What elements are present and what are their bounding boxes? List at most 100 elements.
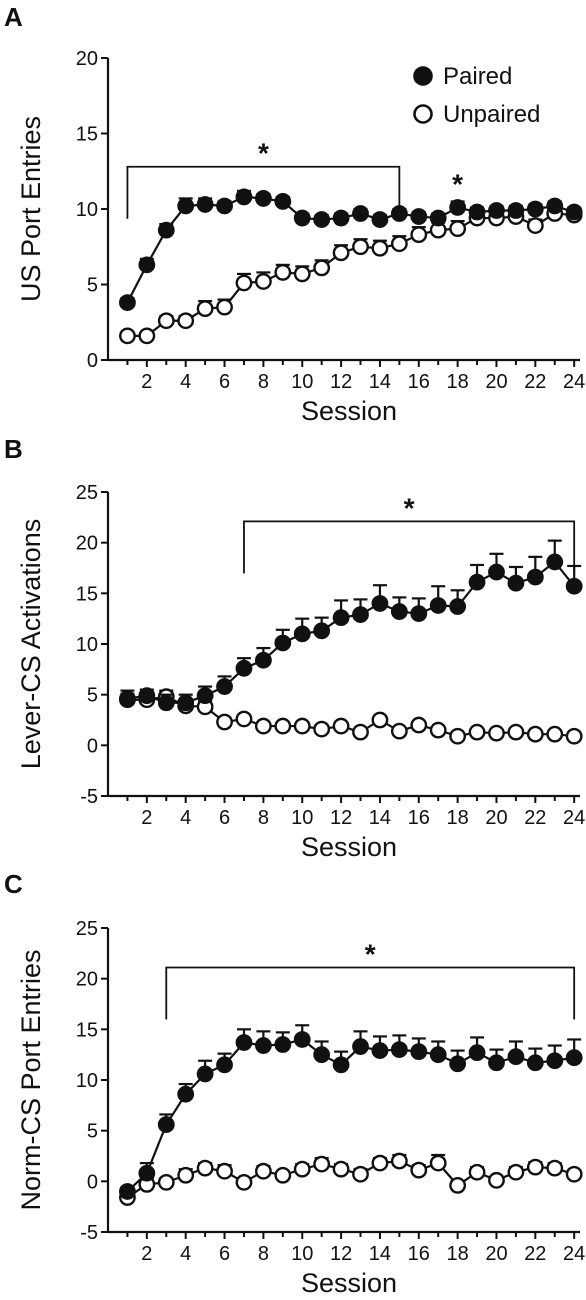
data-point-unpaired [313,1155,331,1173]
data-point-paired [449,1055,467,1073]
y-tick-label: 25 [76,482,98,504]
data-point-unpaired [352,723,369,741]
data-point-paired [371,595,389,612]
data-point-paired [488,563,505,581]
y-tick-label: 0 [87,350,98,372]
x-tick-label: 12 [330,371,352,393]
x-tick-label: 6 [219,371,230,393]
data-point-unpaired [546,725,564,743]
data-point-unpaired [507,723,525,741]
x-tick-label: 20 [485,807,507,829]
y-tick-label: 10 [76,199,98,221]
data-point-paired [352,1038,369,1055]
data-point-unpaired [293,1160,311,1178]
y-tick-label: 0 [87,1171,98,1193]
x-tick-label: 24 [563,1243,585,1265]
y-tick-label: 5 [87,685,98,707]
x-axis-title: Session [301,396,397,426]
x-tick-label: 10 [291,1243,313,1265]
data-point-paired [196,1065,214,1083]
x-tick-label: 20 [485,371,507,393]
data-point-unpaired [371,239,389,257]
x-tick-label: 6 [219,1243,230,1265]
data-point-unpaired [254,717,272,735]
data-point-unpaired [352,1165,369,1183]
data-point-unpaired [546,1159,564,1177]
data-point-paired [119,294,136,312]
data-point-unpaired [157,1173,175,1191]
significance-bracket: * [243,492,576,574]
data-point-paired [565,203,583,221]
x-tick-label: 6 [219,807,230,829]
data-point-paired [254,190,272,207]
data-point-unpaired [313,720,331,738]
legend-label: Paired [443,63,512,90]
series-line [126,1159,575,1199]
data-point-unpaired [216,713,233,731]
data-point-paired [507,1048,525,1066]
y-tick-label: 20 [76,48,98,70]
series-paired [119,539,583,712]
data-point-paired [488,202,505,219]
data-point-paired [526,568,544,586]
x-tick-label: 16 [408,371,430,393]
x-tick-label: 20 [485,1243,507,1265]
x-tick-label: 16 [408,807,430,829]
data-point-paired [410,208,428,225]
x-axis-title: Session [301,832,397,862]
data-point-unpaired [216,1162,233,1180]
x-tick-label: 8 [258,807,269,829]
data-point-paired [138,687,156,705]
data-point-paired [507,574,525,592]
data-point-paired [216,197,233,215]
legend-label: Unpaired [443,101,540,128]
data-point-unpaired [274,1166,292,1184]
series-unpaired [119,205,583,345]
x-tick-label: 24 [563,807,585,829]
data-point-unpaired [449,727,467,745]
significance-bracket: * [165,939,576,1020]
data-point-unpaired [332,1160,350,1178]
x-tick-label: 22 [524,1243,546,1265]
bracket-line [126,165,401,219]
data-point-unpaired [177,312,195,330]
data-point-paired [274,1036,292,1053]
data-point-unpaired [429,1154,447,1172]
data-point-paired [177,694,195,712]
panel-letter: C [4,869,23,899]
data-point-unpaired [429,721,447,739]
data-point-unpaired [371,711,389,729]
series-line [126,1038,575,1193]
data-point-unpaired [526,217,544,235]
data-point-unpaired [449,220,467,238]
data-point-unpaired [390,1152,408,1170]
data-point-unpaired [526,1158,544,1176]
series-paired [119,1024,583,1200]
data-point-paired [565,1049,583,1067]
data-point-paired [390,1041,408,1059]
data-point-paired [157,694,175,712]
data-point-paired [235,1034,253,1051]
data-point-paired [526,1054,544,1072]
data-point-paired [565,577,583,595]
data-point-unpaired [410,226,428,244]
data-point-paired [196,687,214,705]
data-point-unpaired [235,274,253,292]
data-point-paired [449,598,467,615]
y-tick-label: 0 [87,735,98,757]
data-point-unpaired [274,717,292,735]
data-point-unpaired [138,327,156,345]
series-line [127,212,575,337]
x-tick-label: 4 [180,1243,191,1265]
x-tick-label: 14 [369,371,391,393]
data-point-paired [371,211,389,228]
data-point-paired [332,609,350,627]
y-tick-label: 15 [76,583,98,605]
data-point-unpaired [235,710,253,728]
data-point-paired [468,203,486,221]
significance-star: * [452,168,463,199]
x-tick-label: 2 [141,1243,152,1265]
data-point-paired [216,1056,233,1074]
